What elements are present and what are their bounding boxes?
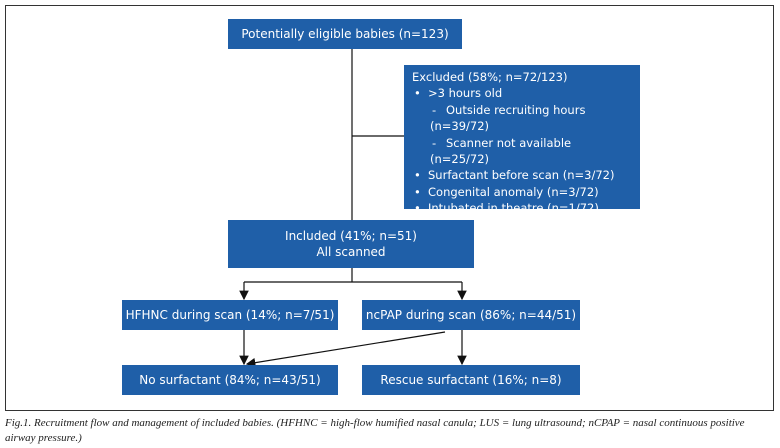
node-label: Potentially eligible babies (n=123): [241, 27, 449, 41]
node-label: Included (41%; n=51): [285, 229, 417, 243]
node-label: No surfactant (84%; n=43/51): [139, 373, 321, 387]
node-label: ncPAP during scan (86%; n=44/51): [365, 308, 577, 322]
node: Potentially eligible babies (n=123): [228, 19, 462, 49]
node: No surfactant (84%; n=43/51): [122, 365, 338, 395]
sub-bullet: Scanner not available (n=25/72): [412, 135, 632, 168]
arrow: [245, 331, 446, 368]
node-label: All scanned: [316, 245, 386, 259]
caption: Fig.1. Recruitment flow and management o…: [5, 417, 745, 444]
bullet: Surfactant before scan (n=3/72): [412, 167, 632, 183]
node: Rescue surfactant (16%; n=8): [362, 365, 580, 395]
node: ncPAP during scan (86%; n=44/51): [362, 300, 580, 330]
node: HFHNC during scan (14%; n=7/51): [122, 300, 338, 330]
excluded-box: Excluded (58%; n=72/123) >3 hours old Ou…: [404, 65, 640, 232]
node: Included (41%; n=51) All scanned: [228, 220, 474, 268]
node-label: Rescue surfactant (16%; n=8): [380, 373, 562, 387]
frame: [5, 5, 774, 411]
bullet: Intubated in theatre (n=1/72): [412, 200, 632, 216]
bullet: Congenital anomaly (n=3/72): [412, 184, 632, 200]
sub-bullet: Outside recruiting hours (n=39/72): [412, 102, 632, 135]
node-label: HFHNC during scan (14%; n=7/51): [125, 308, 335, 322]
excluded-title: Excluded (58%; n=72/123): [412, 70, 568, 84]
bullet: >3 hours old: [412, 85, 632, 101]
